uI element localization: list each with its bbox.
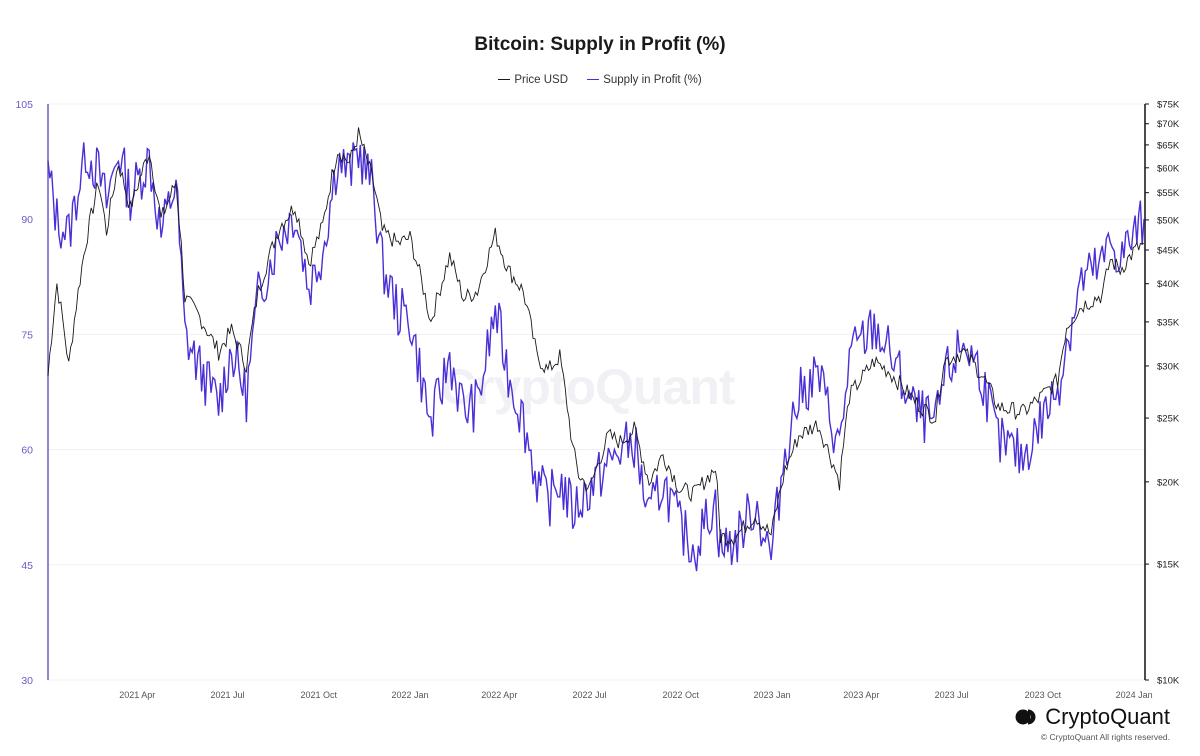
right-axis-tick-label: $10K [1157, 676, 1180, 687]
x-axis-tick-label: 2023 Apr [843, 690, 879, 700]
right-axis-tick-label: $15K [1157, 560, 1180, 571]
legend-label-supply: Supply in Profit (%) [603, 74, 702, 86]
legend-item-supply[interactable]: Supply in Profit (%) [587, 74, 702, 86]
cryptoquant-logo-icon [1015, 709, 1036, 725]
left-axis-tick-label: 105 [15, 99, 33, 111]
x-axis-tick-label: 2023 Jul [935, 690, 969, 700]
left-axis-tick-label: 75 [21, 329, 33, 341]
right-axis-tick-label: $65K [1157, 140, 1180, 151]
brand-logo: CryptoQuant [1015, 704, 1170, 730]
right-axis-tick-label: $60K [1157, 163, 1180, 174]
right-axis-tick-label: $30K [1157, 361, 1180, 372]
legend-swatch-supply [587, 79, 600, 81]
x-axis-tick-label: 2021 Oct [301, 690, 338, 700]
legend-swatch-price [498, 79, 511, 81]
left-axis-tick-label: 60 [21, 445, 33, 457]
x-axis-tick-label: 2023 Oct [1025, 690, 1062, 700]
chart-legend: Price USD Supply in Profit (%) [0, 74, 1200, 86]
x-axis-tick-label: 2022 Apr [481, 690, 517, 700]
x-axis-tick-label: 2022 Jul [573, 690, 607, 700]
right-axis-tick-label: $25K [1157, 414, 1180, 425]
watermark: CryptoQuant [440, 359, 736, 415]
right-axis-tick-label: $70K [1157, 119, 1180, 130]
x-axis-tick-label: 2023 Jan [754, 690, 791, 700]
right-axis-tick-label: $35K [1157, 317, 1180, 328]
series-line-price-usd [47, 127, 1144, 547]
brand-name: CryptoQuant [1045, 704, 1170, 729]
legend-item-price[interactable]: Price USD [498, 74, 568, 86]
right-axis-tick-label: $50K [1157, 215, 1180, 226]
x-axis-tick-label: 2022 Oct [663, 690, 700, 700]
chart-title: Bitcoin: Supply in Profit (%) [474, 34, 726, 55]
right-axis-tick-label: $40K [1157, 279, 1180, 290]
right-axis-tick-label: $45K [1157, 246, 1180, 257]
left-axis-tick-label: 45 [21, 560, 33, 572]
x-axis-tick-label: 2021 Jul [211, 690, 245, 700]
x-axis-tick-label: 2024 Jan [1116, 690, 1153, 700]
left-axis-tick-label: 90 [21, 214, 33, 226]
x-axis-tick-label: 2022 Jan [392, 690, 429, 700]
right-axis-tick-label: $75K [1157, 100, 1180, 111]
right-axis-tick-label: $55K [1157, 188, 1180, 199]
copyright-text: © CryptoQuant All rights reserved. [1040, 732, 1170, 742]
x-axis-tick-label: 2021 Apr [119, 690, 155, 700]
left-axis-tick-label: 30 [21, 675, 33, 687]
series-line-supply-in-profit [47, 142, 1145, 572]
legend-label-price: Price USD [514, 74, 569, 86]
right-axis-tick-label: $20K [1157, 477, 1180, 488]
